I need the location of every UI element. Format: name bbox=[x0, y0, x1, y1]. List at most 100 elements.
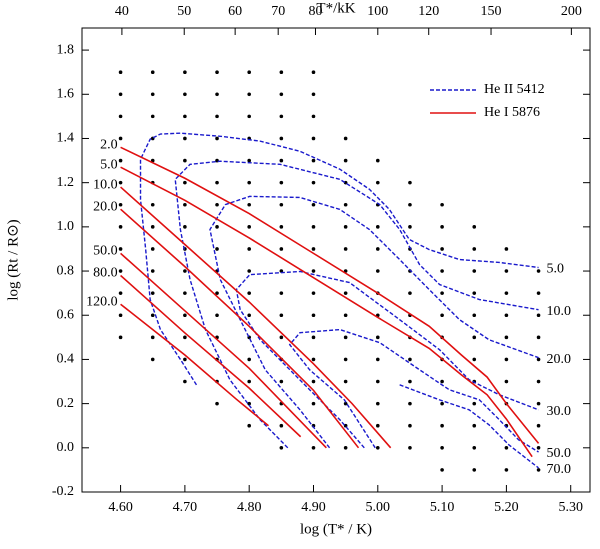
model-point bbox=[472, 269, 477, 273]
model-point bbox=[150, 291, 155, 295]
model-point bbox=[183, 357, 187, 362]
contour-line bbox=[209, 195, 539, 449]
model-point bbox=[150, 335, 155, 340]
model-point bbox=[408, 202, 412, 207]
model-point bbox=[183, 180, 187, 185]
y-tick-label: 1.4 bbox=[57, 131, 75, 146]
model-point bbox=[118, 180, 123, 185]
x2-tick-label: 120 bbox=[418, 4, 439, 19]
model-point bbox=[183, 313, 187, 318]
model-point bbox=[118, 114, 123, 119]
model-point bbox=[247, 423, 251, 428]
y-tick-label: 0.0 bbox=[57, 440, 75, 455]
model-point bbox=[279, 225, 284, 229]
model-point bbox=[247, 269, 251, 273]
contour-label: 120.0 bbox=[86, 294, 118, 309]
model-point bbox=[472, 247, 477, 251]
model-point bbox=[118, 158, 123, 163]
model-point bbox=[440, 379, 444, 384]
model-point bbox=[472, 313, 477, 318]
model-point bbox=[536, 446, 541, 450]
model-point bbox=[504, 335, 509, 340]
model-point bbox=[504, 468, 509, 472]
model-point bbox=[440, 202, 444, 207]
model-point bbox=[279, 446, 284, 450]
x-tick-label: 5.10 bbox=[430, 500, 455, 515]
y-tick-label: 1.0 bbox=[57, 219, 75, 234]
contour-label: 5.0 bbox=[547, 262, 565, 277]
x-tick-label: 5.30 bbox=[558, 500, 583, 515]
model-point bbox=[247, 225, 251, 229]
model-point bbox=[472, 423, 477, 428]
model-point bbox=[408, 423, 412, 428]
model-point bbox=[118, 291, 123, 295]
contour-label: 50.0 bbox=[547, 446, 572, 461]
model-point bbox=[472, 357, 477, 362]
x2-tick-label: 60 bbox=[228, 4, 242, 19]
model-point bbox=[215, 180, 219, 185]
model-point bbox=[215, 313, 219, 318]
contour-label: 20.0 bbox=[547, 352, 572, 367]
model-point bbox=[150, 92, 155, 97]
model-point bbox=[247, 70, 251, 74]
model-point bbox=[215, 70, 219, 74]
model-point bbox=[279, 247, 284, 251]
contour-line bbox=[120, 252, 327, 449]
model-point bbox=[311, 180, 316, 185]
x2-tick-label: 200 bbox=[561, 4, 582, 19]
model-point bbox=[375, 446, 380, 450]
model-point bbox=[183, 92, 187, 97]
model-point bbox=[247, 313, 251, 318]
model-point bbox=[311, 379, 316, 384]
model-point bbox=[183, 335, 187, 340]
model-point bbox=[472, 468, 477, 472]
model-point bbox=[247, 379, 251, 384]
model-point bbox=[279, 136, 284, 141]
y-tick-label: -0.2 bbox=[52, 484, 74, 499]
model-point bbox=[311, 136, 316, 141]
model-point bbox=[504, 313, 509, 318]
x-tick-label: 4.80 bbox=[237, 500, 262, 515]
model-point bbox=[504, 247, 509, 251]
model-point bbox=[311, 291, 316, 295]
model-point bbox=[150, 313, 155, 318]
model-point bbox=[215, 401, 219, 406]
x-tick-label: 5.00 bbox=[366, 500, 391, 515]
model-point bbox=[536, 291, 541, 295]
model-point bbox=[504, 357, 509, 362]
model-point bbox=[440, 423, 444, 428]
model-point bbox=[279, 70, 284, 74]
model-point bbox=[279, 379, 284, 384]
y-tick-label: 0.4 bbox=[57, 352, 75, 367]
model-point bbox=[311, 92, 316, 97]
model-point bbox=[440, 468, 444, 472]
legend-label: He II 5412 bbox=[484, 82, 545, 97]
model-point bbox=[408, 225, 412, 229]
model-point bbox=[118, 335, 123, 340]
model-point bbox=[343, 335, 348, 340]
model-point bbox=[440, 269, 444, 273]
contour-line bbox=[139, 132, 539, 386]
model-point bbox=[536, 468, 541, 472]
contour-label: 5.0 bbox=[100, 157, 118, 172]
model-point bbox=[279, 158, 284, 163]
y-tick-label: 0.2 bbox=[57, 396, 75, 411]
model-point bbox=[408, 291, 412, 295]
legend-label: He I 5876 bbox=[484, 105, 540, 120]
model-point bbox=[150, 70, 155, 74]
model-point bbox=[375, 225, 380, 229]
model-point bbox=[215, 225, 219, 229]
model-point bbox=[343, 291, 348, 295]
model-point bbox=[183, 158, 187, 163]
model-point bbox=[536, 423, 541, 428]
y-tick-label: 0.6 bbox=[57, 307, 75, 322]
contour-line bbox=[120, 208, 360, 449]
model-point bbox=[536, 379, 541, 384]
model-point bbox=[311, 225, 316, 229]
model-point bbox=[279, 114, 284, 119]
contour-line bbox=[235, 270, 539, 449]
model-point bbox=[247, 92, 251, 97]
model-point bbox=[183, 114, 187, 119]
